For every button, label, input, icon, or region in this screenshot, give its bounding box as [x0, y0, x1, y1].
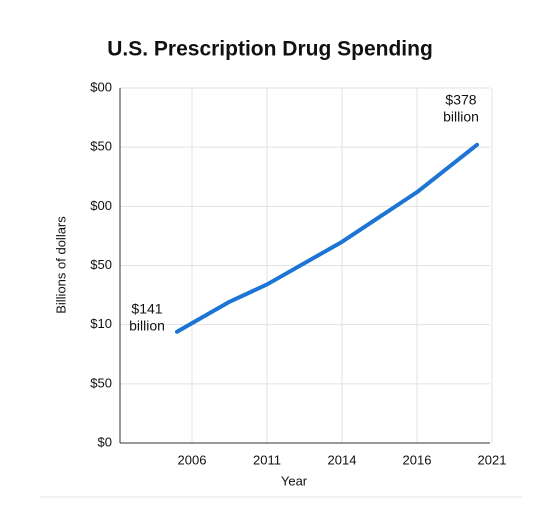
y-tick-label: $00 [90, 198, 112, 213]
x-tick-label: 2021 [478, 452, 507, 467]
annotation: billion [443, 109, 479, 125]
y-tick-label: $10 [90, 316, 112, 331]
y-tick-label: $50 [90, 257, 112, 272]
annotation: billion [129, 317, 165, 333]
y-axis-label: Billions of dollars [53, 216, 68, 314]
y-tick-label: $50 [90, 375, 112, 390]
chart-title: U.S. Prescription Drug Spending [107, 38, 433, 61]
y-tick-label: $50 [90, 139, 112, 154]
y-tick-label: $00 [90, 79, 112, 94]
x-tick-label: 2016 [403, 452, 432, 467]
x-tick-label: 2006 [178, 452, 207, 467]
annotation: $141 [131, 300, 162, 316]
x-tick-label: 2011 [253, 452, 281, 467]
x-tick-label: 2014 [328, 452, 357, 467]
y-tick-label: $0 [98, 434, 112, 449]
x-axis-label: Year [281, 473, 308, 488]
annotation: $378 [445, 92, 476, 108]
data-line [175, 142, 479, 334]
